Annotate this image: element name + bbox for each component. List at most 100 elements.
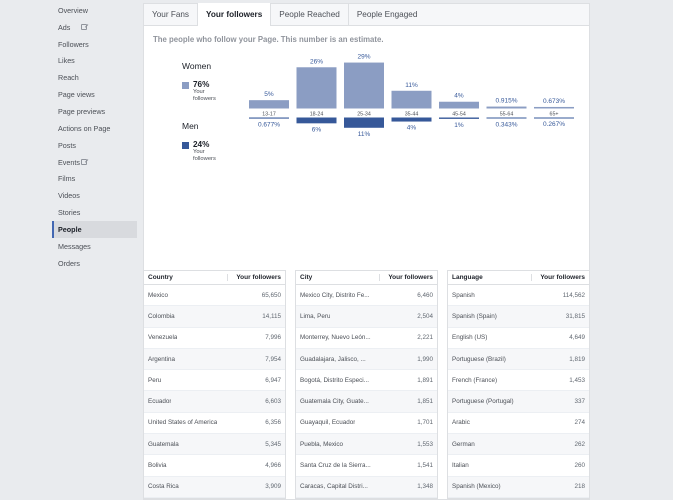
cell-followers: 6,603 — [265, 398, 281, 406]
cell-name: Lima, Peru — [300, 312, 331, 320]
cell-name: Santa Cruz de la Sierra... — [300, 462, 371, 470]
cell-followers: 2,504 — [417, 312, 433, 320]
sidebar-item-stories[interactable]: Stories — [52, 204, 137, 221]
women-heading: Women — [182, 61, 212, 71]
column-header-name[interactable]: City — [300, 274, 313, 281]
column-header-followers[interactable]: Your followers — [379, 274, 433, 281]
table-row: Bogotá, Distrito Especi... 1,891 — [296, 370, 437, 392]
tab-people-reached[interactable]: People Reached — [271, 3, 349, 26]
age-category-label: 25-34 — [357, 112, 371, 118]
cell-followers: 218 — [574, 483, 585, 491]
sidebar-item-likes[interactable]: Likes — [52, 53, 137, 70]
men-bar — [249, 118, 289, 119]
table-row: Mexico City, Distrito Fe... 6,460 — [296, 285, 437, 307]
cell-followers: 1,348 — [417, 483, 433, 491]
tab-people-engaged[interactable]: People Engaged — [356, 10, 418, 19]
age-category-label: 18-24 — [310, 112, 324, 118]
sidebar-item-reach[interactable]: Reach — [52, 69, 137, 86]
cell-followers: 6,356 — [265, 419, 281, 427]
cell-name: Arabic — [452, 419, 470, 427]
women-sub2: followers — [193, 95, 216, 102]
sidebar-item-films[interactable]: Films — [52, 170, 137, 187]
sidebar-item-label: Followers — [58, 39, 89, 49]
cell-name: Ecuador — [148, 398, 172, 406]
sidebar-item-label: Ads — [58, 22, 71, 32]
sidebar-item-label: Films — [58, 174, 76, 184]
sidebar-item-ads[interactable]: Ads — [52, 19, 137, 36]
tab-bar: Your Fans Your followers People Reached Peo… — [144, 3, 589, 27]
men-sub1: Your — [193, 149, 205, 155]
sidebar-item-label: Page views — [58, 90, 95, 100]
tab-your-fans[interactable]: Your Fans — [144, 3, 199, 26]
cell-name: Spanish (Spain) — [452, 312, 497, 320]
cell-followers: 1,851 — [417, 398, 433, 406]
sidebar-item-label: Stories — [58, 208, 81, 218]
table-row: United States of America 6,356 — [144, 413, 285, 435]
cell-followers: 1,819 — [569, 355, 585, 363]
table-row: Spanish (Mexico) 218 — [448, 476, 589, 498]
sidebar-item-label: Page previews — [58, 106, 106, 116]
cell-name: Monterrey, Nuevo León... — [300, 334, 371, 342]
sidebar-item-overview[interactable]: Overview — [52, 2, 137, 19]
column-header-followers[interactable]: Your followers — [531, 274, 585, 281]
men-bar — [344, 118, 384, 128]
men-bar-label: 0.677% — [258, 122, 280, 129]
sidebar-item-page-views[interactable]: Page views — [52, 86, 137, 103]
cell-name: Mexico — [148, 291, 168, 299]
sidebar: Overview Ads Followers Likes Reach Page views… — [52, 2, 137, 272]
table-row: Portuguese (Portugal) 337 — [448, 391, 589, 413]
table-row: Ecuador 6,603 — [144, 391, 285, 413]
language-table-header: Language Your followers — [448, 271, 589, 285]
cell-followers: 4,966 — [265, 462, 281, 470]
cell-followers: 262 — [574, 440, 585, 448]
table-row: French (France) 1,453 — [448, 370, 589, 392]
sidebar-item-label: Videos — [58, 191, 80, 201]
sidebar-item-label: Actions on Page — [58, 123, 111, 133]
women-bar-label: 11% — [405, 82, 418, 89]
sidebar-item-videos[interactable]: Videos — [52, 187, 137, 204]
men-bar-label: 1% — [454, 122, 464, 129]
cell-name: Guatemala — [148, 440, 179, 448]
table-row: Bolivia 4,966 — [144, 455, 285, 477]
cell-followers: 274 — [574, 419, 585, 427]
column-header-name[interactable]: Language — [452, 274, 483, 281]
sidebar-item-followers[interactable]: Followers — [52, 36, 137, 53]
sidebar-item-posts[interactable]: Posts — [52, 137, 137, 154]
column-header-name[interactable]: Country — [148, 274, 173, 281]
cell-name: Portuguese (Portugal) — [452, 398, 514, 406]
tab-your-followers[interactable]: Your followers — [198, 3, 272, 27]
men-bar — [439, 118, 479, 119]
men-sub2: followers — [193, 155, 216, 162]
cell-name: United States of America — [148, 419, 218, 427]
sidebar-item-actions-on-page[interactable]: Actions on Page — [52, 120, 137, 137]
women-bar — [249, 100, 289, 108]
sidebar-item-label: Posts — [58, 140, 76, 150]
cell-followers: 4,649 — [569, 334, 585, 342]
cell-name: Bogotá, Distrito Especi... — [300, 376, 369, 384]
cell-name: Guatemala City, Guate... — [300, 398, 369, 406]
sidebar-item-messages[interactable]: Messages — [52, 238, 137, 255]
men-bar — [391, 118, 432, 122]
women-bar-label: 0.673% — [543, 98, 565, 105]
sidebar-item-events[interactable]: Events — [52, 154, 137, 171]
sidebar-item-orders[interactable]: Orders — [52, 255, 137, 272]
table-row: Arabic 274 — [448, 413, 589, 435]
men-swatch — [182, 142, 189, 149]
cell-followers: 7,954 — [265, 355, 281, 363]
cell-name: Peru — [148, 376, 162, 384]
sidebar-item-page-previews[interactable]: Page previews — [52, 103, 137, 120]
cell-name: Caracas, Capital Distri... — [300, 483, 368, 491]
men-percent: 24% — [193, 140, 210, 149]
sidebar-item-people[interactable]: People — [52, 220, 137, 238]
cell-followers: 6,460 — [417, 291, 433, 299]
table-row: Peru 6,947 — [144, 370, 285, 392]
table-row: Santa Cruz de la Sierra... 1,541 — [296, 455, 437, 477]
women-swatch — [182, 82, 189, 89]
country-table: Country Your followers Mexico 65,650 Colombi… — [143, 270, 286, 499]
women-legend: 76% Your followers — [182, 80, 216, 102]
cell-followers: 260 — [574, 462, 585, 470]
sidebar-item-label: Overview — [58, 5, 88, 15]
cell-name: Spanish (Mexico) — [452, 483, 501, 491]
page-subtitle: The people who follow your Page. This nu… — [153, 35, 384, 44]
column-header-followers[interactable]: Your followers — [227, 274, 281, 281]
